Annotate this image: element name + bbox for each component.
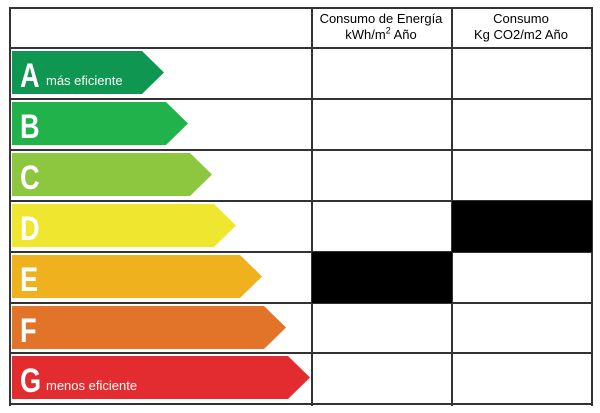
- grid-line-row: [9, 251, 592, 253]
- band-arrow-shape: [12, 356, 310, 400]
- grid-line-header: [9, 47, 592, 49]
- grid-line-top: [9, 7, 592, 9]
- grid-line-row: [9, 403, 592, 405]
- grid-line-row: [9, 98, 592, 100]
- band-arrow-shape: [12, 101, 188, 145]
- band-arrow-d: D: [12, 203, 236, 247]
- grid-line-left: [9, 7, 11, 406]
- band-arrow-shape: [12, 254, 262, 298]
- band-letter: C: [20, 158, 40, 196]
- header-energy: Consumo de Energía kWh/m2 Año: [311, 7, 451, 47]
- band-letter: B: [20, 107, 40, 145]
- band-b: B: [12, 101, 189, 146]
- band-d: D: [12, 203, 237, 248]
- header-energy-line1: Consumo de Energía: [319, 11, 443, 26]
- header-energy-exponent: 2: [385, 25, 391, 36]
- header-energy-line2: kWh/m2 Año: [311, 25, 451, 43]
- band-arrow-shape: [12, 203, 236, 247]
- band-letter: D: [20, 209, 40, 247]
- band-arrow-c: C: [12, 152, 212, 196]
- co2-rating-marker: [452, 201, 592, 252]
- grid-line-row: [9, 352, 592, 354]
- energy-rating-marker: [312, 252, 452, 303]
- band-arrow-shape: [12, 51, 164, 94]
- band-letter: A: [20, 56, 40, 94]
- header-co2-line2: Kg CO2/m2 Año: [474, 27, 568, 42]
- band-arrow-shape: [12, 305, 286, 349]
- band-letter: G: [20, 361, 41, 399]
- band-e: E: [12, 254, 263, 299]
- header-co2: Consumo Kg CO2/m2 Año: [451, 7, 591, 47]
- band-label: menos eficiente: [46, 378, 137, 393]
- band-arrow-shape: [12, 152, 212, 196]
- band-c: C: [12, 152, 213, 197]
- band-arrow-f: F: [12, 305, 286, 349]
- band-label: más eficiente: [46, 73, 123, 88]
- band-arrow-e: E: [12, 254, 262, 298]
- grid-line-col1: [311, 7, 313, 406]
- grid-line-row: [9, 149, 592, 151]
- header-energy-year: Año: [390, 27, 417, 42]
- grid-line-col2: [451, 7, 453, 406]
- band-arrow-b: B: [12, 101, 188, 145]
- header-co2-line1: Consumo: [493, 11, 549, 26]
- grid-line-row: [9, 302, 592, 304]
- band-letter: E: [20, 260, 38, 298]
- band-f: F: [12, 305, 287, 350]
- band-letter: F: [20, 311, 37, 349]
- grid-line-row: [9, 200, 592, 202]
- header-energy-unit: kWh/m: [345, 27, 386, 42]
